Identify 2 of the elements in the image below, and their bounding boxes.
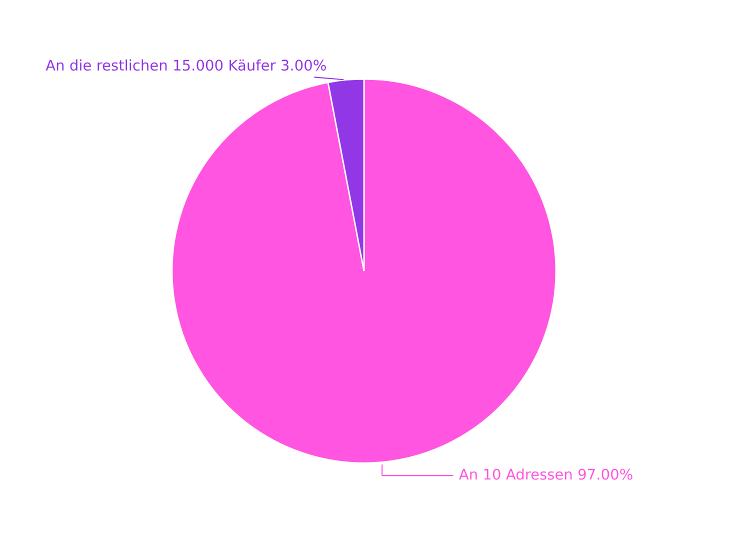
slice-label: An die restlichen 15.000 Käufer 3.00%	[46, 59, 326, 71]
slice-label: An 10 Adressen 97.00%	[458, 468, 632, 480]
